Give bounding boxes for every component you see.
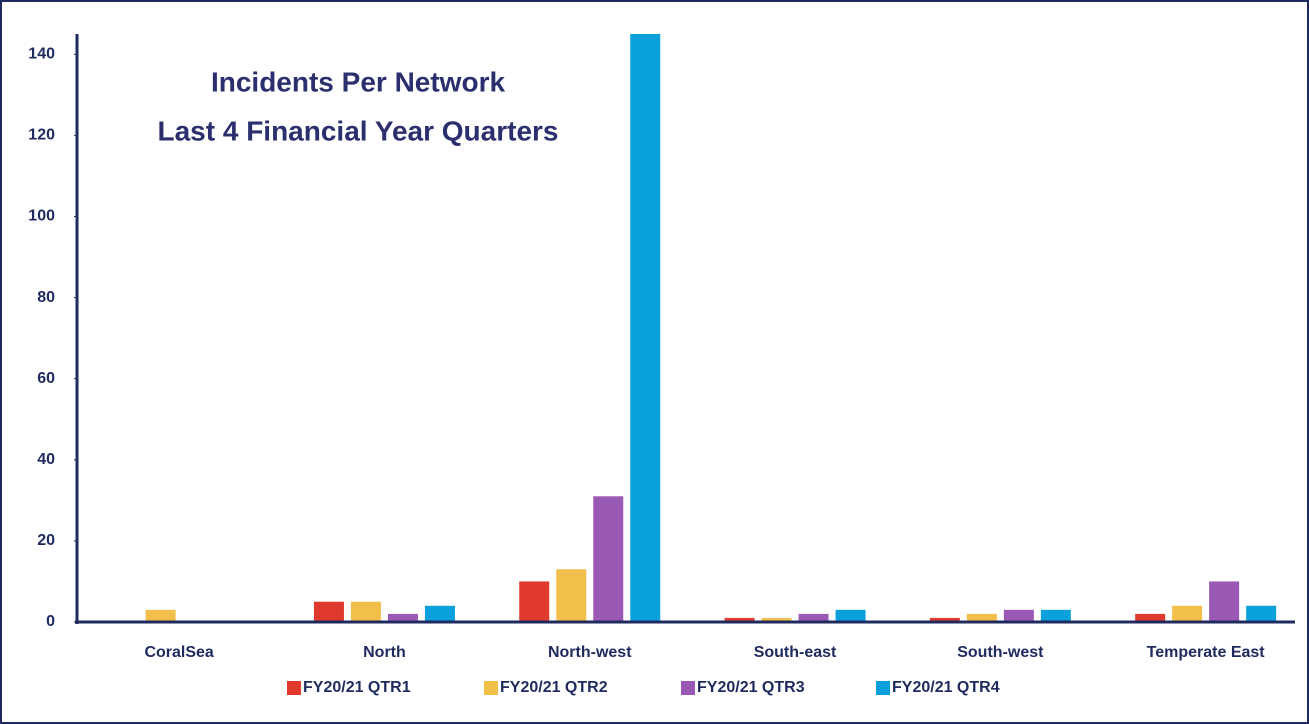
bar bbox=[724, 617, 755, 622]
y-tick-label: 0 bbox=[46, 613, 55, 630]
bar bbox=[1209, 581, 1240, 622]
bar bbox=[556, 569, 587, 622]
y-tick-label: 40 bbox=[37, 451, 55, 468]
bar bbox=[798, 613, 829, 622]
bar bbox=[593, 496, 624, 622]
bar bbox=[1246, 605, 1277, 622]
y-tick-label: 140 bbox=[28, 45, 55, 62]
x-tick-label: South-west bbox=[957, 644, 1044, 661]
legend-label: FY20/21 QTR2 bbox=[500, 679, 608, 696]
legend-label: FY20/21 QTR3 bbox=[697, 679, 805, 696]
bar bbox=[519, 581, 550, 622]
legend-swatch bbox=[681, 681, 695, 695]
chart-title: Incidents Per Network bbox=[211, 66, 506, 97]
y-tick-label: 60 bbox=[37, 370, 55, 387]
x-tick-label: North-west bbox=[548, 644, 632, 661]
legend-swatch bbox=[287, 681, 301, 695]
bar bbox=[424, 605, 455, 622]
bar bbox=[1172, 605, 1203, 622]
legend-label: FY20/21 QTR4 bbox=[892, 679, 1000, 696]
bar bbox=[630, 34, 661, 622]
bar bbox=[1040, 609, 1071, 622]
y-tick-label: 20 bbox=[37, 532, 55, 549]
bar bbox=[145, 609, 176, 622]
legend-swatch bbox=[876, 681, 890, 695]
bar bbox=[835, 609, 866, 622]
bar bbox=[1003, 609, 1034, 622]
bar bbox=[966, 613, 997, 622]
y-tick-label: 80 bbox=[37, 289, 55, 306]
bar bbox=[761, 617, 792, 622]
x-tick-label: South-east bbox=[754, 644, 837, 661]
bar bbox=[313, 601, 344, 622]
bar bbox=[350, 601, 381, 622]
x-tick-label: CoralSea bbox=[144, 644, 213, 661]
legend-label: FY20/21 QTR1 bbox=[303, 679, 411, 696]
chart-subtitle: Last 4 Financial Year Quarters bbox=[157, 115, 558, 146]
x-tick-label: North bbox=[363, 644, 406, 661]
y-tick-label: 120 bbox=[28, 127, 55, 144]
bar bbox=[387, 613, 418, 622]
y-tick-label: 100 bbox=[28, 208, 55, 225]
x-tick-label: Temperate East bbox=[1147, 644, 1266, 661]
bar bbox=[929, 617, 960, 622]
bar bbox=[1135, 613, 1166, 622]
legend-swatch bbox=[484, 681, 498, 695]
